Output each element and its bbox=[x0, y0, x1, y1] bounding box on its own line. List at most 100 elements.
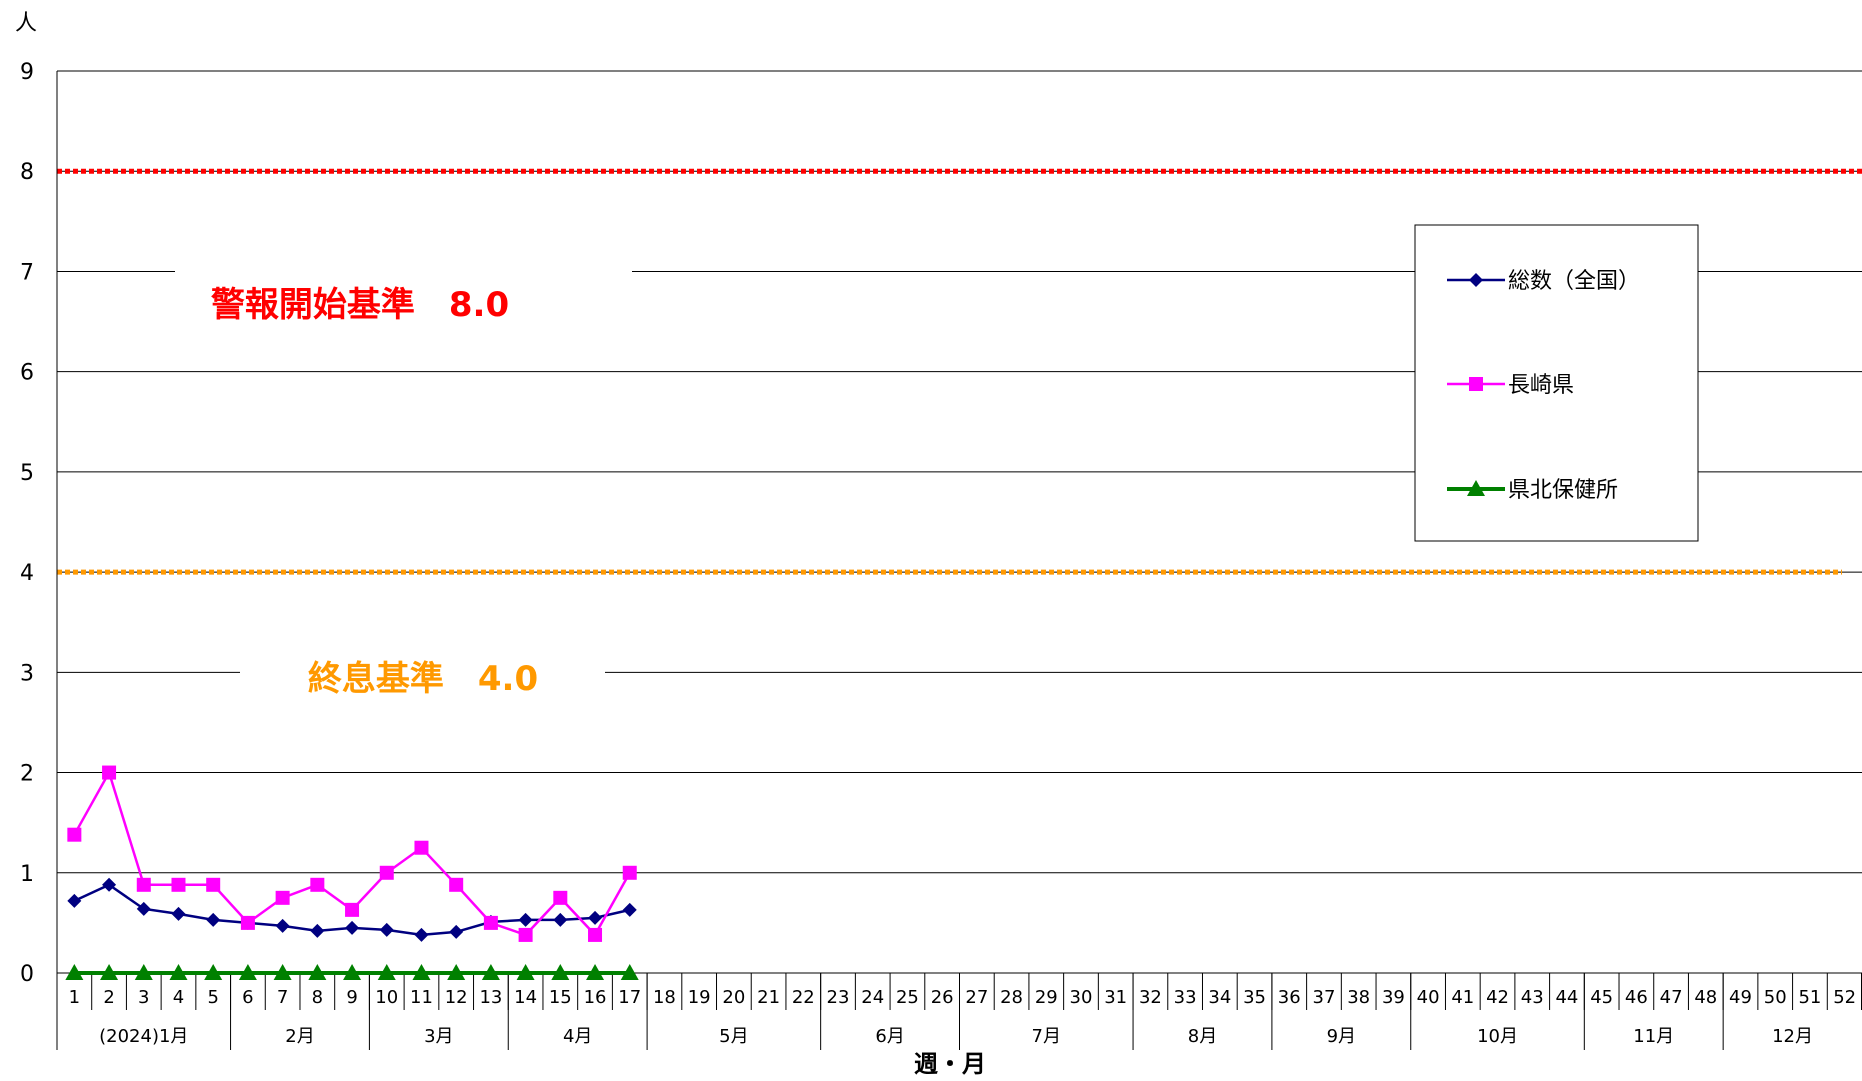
data-point bbox=[516, 964, 535, 980]
data-point bbox=[1469, 273, 1483, 287]
y-tick-label: 1 bbox=[20, 862, 34, 887]
data-point bbox=[65, 964, 84, 980]
y-tick-label: 7 bbox=[20, 260, 34, 285]
data-point bbox=[204, 964, 223, 980]
x-tick-label: 1 bbox=[69, 987, 80, 1008]
data-point bbox=[206, 912, 221, 927]
data-point bbox=[310, 923, 325, 938]
data-point bbox=[379, 922, 394, 937]
x-tick-label: 34 bbox=[1208, 987, 1231, 1008]
data-point bbox=[414, 927, 429, 942]
x-tick-label: 3 bbox=[138, 987, 149, 1008]
data-point bbox=[345, 920, 360, 935]
data-point bbox=[343, 964, 362, 980]
data-point bbox=[553, 890, 568, 905]
series-layer bbox=[65, 765, 639, 980]
x-tick-label: 2 bbox=[103, 987, 114, 1008]
month-label: 3月 bbox=[424, 1026, 453, 1047]
data-point bbox=[171, 906, 186, 921]
threshold-label-box bbox=[240, 642, 605, 706]
data-point bbox=[447, 964, 466, 980]
data-point bbox=[169, 964, 188, 980]
month-label: 12月 bbox=[1772, 1026, 1813, 1047]
data-point bbox=[449, 877, 464, 892]
data-point bbox=[134, 964, 153, 980]
x-tick-label: 52 bbox=[1833, 987, 1856, 1008]
x-tick-label: 26 bbox=[931, 987, 954, 1008]
x-tick-label: 36 bbox=[1278, 987, 1301, 1008]
y-tick-label: 4 bbox=[20, 561, 34, 586]
x-tick-label: 27 bbox=[965, 987, 988, 1008]
x-tick-label: 8 bbox=[312, 987, 323, 1008]
data-point bbox=[483, 915, 498, 930]
data-point bbox=[171, 877, 186, 892]
data-point bbox=[1469, 377, 1483, 391]
data-point bbox=[206, 877, 221, 892]
x-tick-label: 31 bbox=[1104, 987, 1127, 1008]
data-point bbox=[345, 902, 360, 917]
x-tick-label: 24 bbox=[861, 987, 884, 1008]
data-point bbox=[553, 912, 568, 927]
data-point bbox=[102, 877, 117, 892]
y-tick-label: 3 bbox=[20, 661, 34, 686]
data-point bbox=[136, 901, 151, 916]
data-point bbox=[412, 964, 431, 980]
x-tick-label: 42 bbox=[1486, 987, 1509, 1008]
data-point bbox=[620, 964, 639, 980]
x-tick-label: 13 bbox=[479, 987, 502, 1008]
data-point bbox=[449, 924, 464, 939]
x-axis-label: 週・月 bbox=[914, 1050, 986, 1078]
x-tick-label: 11 bbox=[410, 987, 433, 1008]
x-tick-label: 39 bbox=[1382, 987, 1405, 1008]
data-point bbox=[379, 865, 394, 880]
y-tick-label: 2 bbox=[20, 762, 34, 787]
data-point bbox=[275, 890, 290, 905]
data-point bbox=[414, 840, 429, 855]
y-tick-label: 9 bbox=[20, 60, 34, 85]
month-label: 2月 bbox=[285, 1026, 314, 1047]
x-tick-label: 18 bbox=[653, 987, 676, 1008]
data-point bbox=[308, 964, 327, 980]
x-tick-label: 30 bbox=[1070, 987, 1093, 1008]
x-tick-label: 21 bbox=[757, 987, 780, 1008]
data-point bbox=[518, 912, 533, 927]
x-tick-label: 40 bbox=[1417, 987, 1440, 1008]
x-tick-label: 51 bbox=[1798, 987, 1821, 1008]
month-label: 11月 bbox=[1633, 1026, 1674, 1047]
data-point bbox=[588, 910, 603, 925]
data-point bbox=[622, 902, 637, 917]
x-tick-label: 16 bbox=[584, 987, 607, 1008]
data-point bbox=[622, 865, 637, 880]
month-label: (2024)1月 bbox=[99, 1026, 188, 1047]
legend-label: 総数（全国） bbox=[1508, 269, 1640, 294]
month-label: 10月 bbox=[1477, 1026, 1518, 1047]
x-tick-label: 10 bbox=[375, 987, 398, 1008]
x-tick-label: 41 bbox=[1451, 987, 1474, 1008]
x-tick-label: 7 bbox=[277, 987, 288, 1008]
y-tick-label: 6 bbox=[20, 361, 34, 386]
x-tick-label: 23 bbox=[827, 987, 850, 1008]
x-tick-label: 32 bbox=[1139, 987, 1162, 1008]
data-point bbox=[102, 765, 117, 780]
x-tick-label: 49 bbox=[1729, 987, 1752, 1008]
y-tick-label: 5 bbox=[20, 461, 34, 486]
x-tick-label: 46 bbox=[1625, 987, 1648, 1008]
data-point bbox=[240, 915, 255, 930]
legend-label: 長崎県 bbox=[1508, 373, 1574, 398]
x-tick-label: 28 bbox=[1000, 987, 1023, 1008]
threshold-label-box bbox=[175, 268, 632, 332]
data-point bbox=[275, 918, 290, 933]
x-tick-label: 25 bbox=[896, 987, 919, 1008]
x-tick-label: 14 bbox=[514, 987, 537, 1008]
month-label: 9月 bbox=[1327, 1026, 1356, 1047]
legend-label: 県北保健所 bbox=[1508, 478, 1618, 503]
month-label: 7月 bbox=[1032, 1026, 1061, 1047]
x-tick-label: 37 bbox=[1313, 987, 1336, 1008]
month-label: 6月 bbox=[875, 1026, 904, 1047]
x-tick-label: 38 bbox=[1347, 987, 1370, 1008]
x-tick-label: 22 bbox=[792, 987, 815, 1008]
month-label: 4月 bbox=[563, 1026, 592, 1047]
data-point bbox=[551, 964, 570, 980]
